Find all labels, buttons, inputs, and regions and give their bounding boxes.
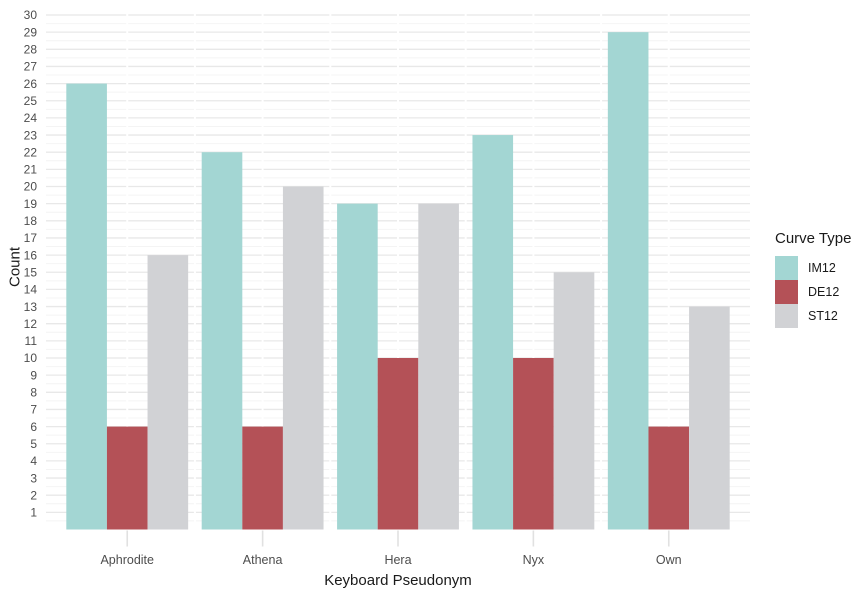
y-tick-label: 4	[30, 454, 37, 468]
bar-own-st12	[689, 306, 730, 530]
y-tick-label: 27	[24, 60, 38, 74]
legend-swatch-im12	[775, 256, 798, 280]
bar-own-im12	[607, 32, 649, 530]
bar-nyx-st12	[553, 272, 595, 530]
y-tick-label: 6	[30, 420, 37, 434]
x-tick-label: Aphrodite	[100, 553, 154, 567]
y-tick-label: 26	[24, 77, 38, 91]
y-tick-label: 20	[24, 180, 38, 194]
bar-aphrodite-st12	[147, 255, 189, 530]
legend-item-im12: IM12	[775, 256, 851, 280]
y-tick-label: 5	[30, 437, 37, 451]
bar-nyx-im12	[472, 135, 514, 530]
x-tick-label: Nyx	[523, 553, 545, 567]
legend-title: Curve Type	[775, 230, 852, 247]
y-tick-label: 25	[24, 94, 38, 108]
y-tick-label: 8	[30, 386, 37, 400]
bar-aphrodite-de12	[106, 426, 148, 530]
bar-athena-st12	[282, 186, 324, 530]
legend-label: IM12	[808, 261, 836, 275]
y-tick-label: 19	[24, 197, 38, 211]
x-tick-label: Athena	[243, 553, 283, 567]
bar-hera-im12	[337, 203, 378, 530]
y-tick-label: 9	[30, 368, 37, 382]
bar-own-de12	[648, 426, 690, 530]
y-tick-label: 1	[30, 506, 37, 520]
legend-item-de12: DE12	[775, 280, 851, 304]
bar-athena-im12	[201, 152, 243, 530]
bar-nyx-de12	[513, 358, 554, 530]
y-tick-label: 24	[24, 111, 38, 125]
y-tick-label: 15	[24, 265, 38, 279]
legend: Curve Type IM12 DE12 ST12	[775, 230, 851, 328]
y-tick-label: 13	[24, 300, 38, 314]
legend-label: ST12	[808, 309, 838, 323]
y-tick-label: 12	[24, 317, 38, 331]
y-tick-label: 14	[24, 283, 38, 297]
y-tick-label: 7	[30, 403, 37, 417]
y-tick-label: 22	[24, 145, 38, 159]
legend-item-st12: ST12	[775, 304, 851, 328]
x-axis-title: Keyboard Pseudonym	[324, 572, 472, 589]
legend-swatch-st12	[775, 304, 798, 328]
legend-items: IM12 DE12 ST12	[775, 256, 851, 328]
y-tick-label: 29	[24, 25, 38, 39]
bar-hera-de12	[377, 358, 419, 530]
bar-athena-de12	[242, 426, 283, 530]
y-tick-label: 11	[25, 334, 38, 348]
y-tick-label: 21	[24, 163, 38, 177]
y-tick-label: 10	[24, 351, 38, 365]
y-tick-label: 30	[24, 8, 38, 22]
x-tick-label: Own	[656, 553, 682, 567]
y-tick-label: 18	[24, 214, 38, 228]
bar-hera-st12	[418, 203, 459, 530]
bar-aphrodite-im12	[66, 83, 107, 530]
y-axis-title: Count	[6, 246, 24, 288]
y-tick-label: 17	[24, 231, 38, 245]
y-tick-label: 2	[30, 488, 37, 502]
legend-swatch-de12	[775, 280, 798, 304]
y-tick-label: 16	[24, 248, 38, 262]
y-tick-label: 3	[30, 471, 37, 485]
y-tick-label: 28	[24, 43, 38, 57]
legend-label: DE12	[808, 285, 840, 299]
x-tick-label: Hera	[384, 553, 411, 567]
y-tick-label: 23	[24, 128, 38, 142]
